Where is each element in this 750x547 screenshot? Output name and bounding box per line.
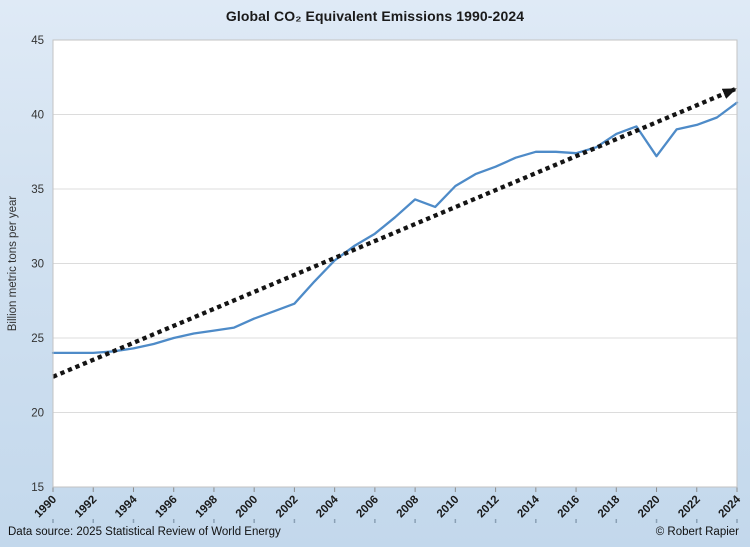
x-tick-label: 1992 xyxy=(73,494,100,521)
x-tick-label: 2004 xyxy=(314,493,341,520)
x-tick-label: 1998 xyxy=(193,493,220,520)
x-tick-label: 2002 xyxy=(274,494,301,521)
x-tick-label: 2022 xyxy=(676,494,703,521)
emissions-line xyxy=(51,101,739,355)
gridlines xyxy=(53,114,737,413)
x-tick-label: 2016 xyxy=(556,494,583,521)
x-tick-label: 1990 xyxy=(33,494,60,521)
y-tick-label: 20 xyxy=(31,408,44,420)
y-tick-label: 40 xyxy=(31,110,44,122)
chart-title: Global CO₂ Equivalent Emissions 1990-202… xyxy=(225,8,525,24)
y-tick-label: 30 xyxy=(31,259,44,271)
data-source-note: Data source: 2025 Statistical Review of … xyxy=(8,526,281,538)
x-tick-label: 1994 xyxy=(113,493,140,520)
copyright-note: © Robert Rapier xyxy=(655,526,739,538)
y-tick-label: 15 xyxy=(31,482,44,494)
x-tick-label: 2008 xyxy=(395,493,422,520)
x-tick-label: 2020 xyxy=(636,494,663,521)
x-tick-label: 2000 xyxy=(234,494,261,521)
x-tick-label: 2018 xyxy=(596,493,623,520)
x-tick-label: 2006 xyxy=(354,494,381,521)
y-axis-labels: 15 20 25 30 35 40 45 xyxy=(31,35,44,494)
x-tick-label: 2012 xyxy=(475,494,502,521)
trend-line xyxy=(52,87,737,379)
x-tick-label: 1996 xyxy=(153,494,180,521)
x-tick-label: 2014 xyxy=(515,493,542,520)
x-tick-label: 2010 xyxy=(435,494,462,521)
y-tick-label: 35 xyxy=(31,184,44,196)
y-tick-label: 25 xyxy=(31,333,44,345)
plot-border xyxy=(52,39,738,488)
y-tick-label: 45 xyxy=(31,35,44,47)
x-axis-labels: 1990 1992 1994 1996 1998 2000 2002 2004 2006 2008… xyxy=(33,487,744,523)
y-axis-title: Billion metric tons per year xyxy=(7,196,19,332)
x-tick-label: 2024 xyxy=(717,493,744,520)
